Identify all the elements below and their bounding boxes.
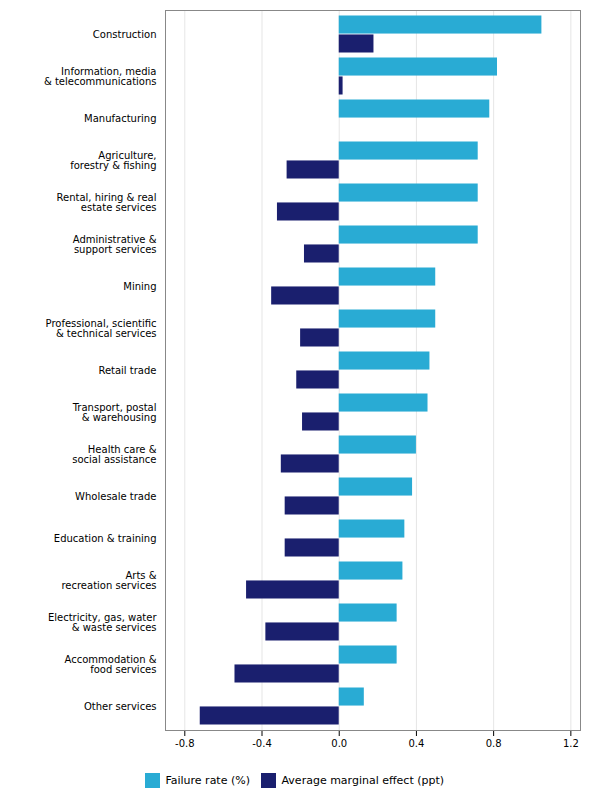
svg-text:Manufacturing: Manufacturing [84,113,156,124]
svg-text:Education & training: Education & training [54,533,157,544]
svg-text:Agriculture,forestry & fishing: Agriculture,forestry & fishing [70,150,156,171]
svg-text:Information, media& telecommun: Information, media& telecommunications [44,66,157,87]
svg-text:-0.8: -0.8 [175,738,195,749]
svg-text:-0.4: -0.4 [252,738,272,749]
svg-text:Mining: Mining [123,281,156,292]
html-text:Failure rate (%): Failure rate (%) [165,774,250,787]
svg-text:Administrative &support servic: Administrative &support services [73,234,157,255]
html-text:Average marginal effect (ppt): Average marginal effect (ppt) [281,774,445,787]
svg-text:1.2: 1.2 [563,738,579,749]
svg-text:Retail trade: Retail trade [98,365,156,376]
svg-text:Wholesale trade: Wholesale trade [75,491,156,502]
svg-text:Other services: Other services [84,701,157,712]
svg-text:Accommodation &food services: Accommodation &food services [65,654,157,675]
svg-text:0.8: 0.8 [486,738,502,749]
svg-text:Arts &recreation services: Arts &recreation services [61,570,156,591]
svg-text:Transport, postal& warehousing: Transport, postal& warehousing [72,402,157,423]
svg-text:Professional, scientific& tech: Professional, scientific& technical serv… [46,318,157,339]
svg-text:Rental, hiring & realestate se: Rental, hiring & realestate services [57,192,157,213]
svg-text:0.0: 0.0 [331,738,347,749]
svg-text:Electricity, gas, water& waste: Electricity, gas, water& waste services [48,612,157,633]
svg-text:Construction: Construction [93,29,157,40]
svg-text:Health care &social assistance: Health care &social assistance [72,444,156,465]
svg-text:0.4: 0.4 [408,738,424,749]
